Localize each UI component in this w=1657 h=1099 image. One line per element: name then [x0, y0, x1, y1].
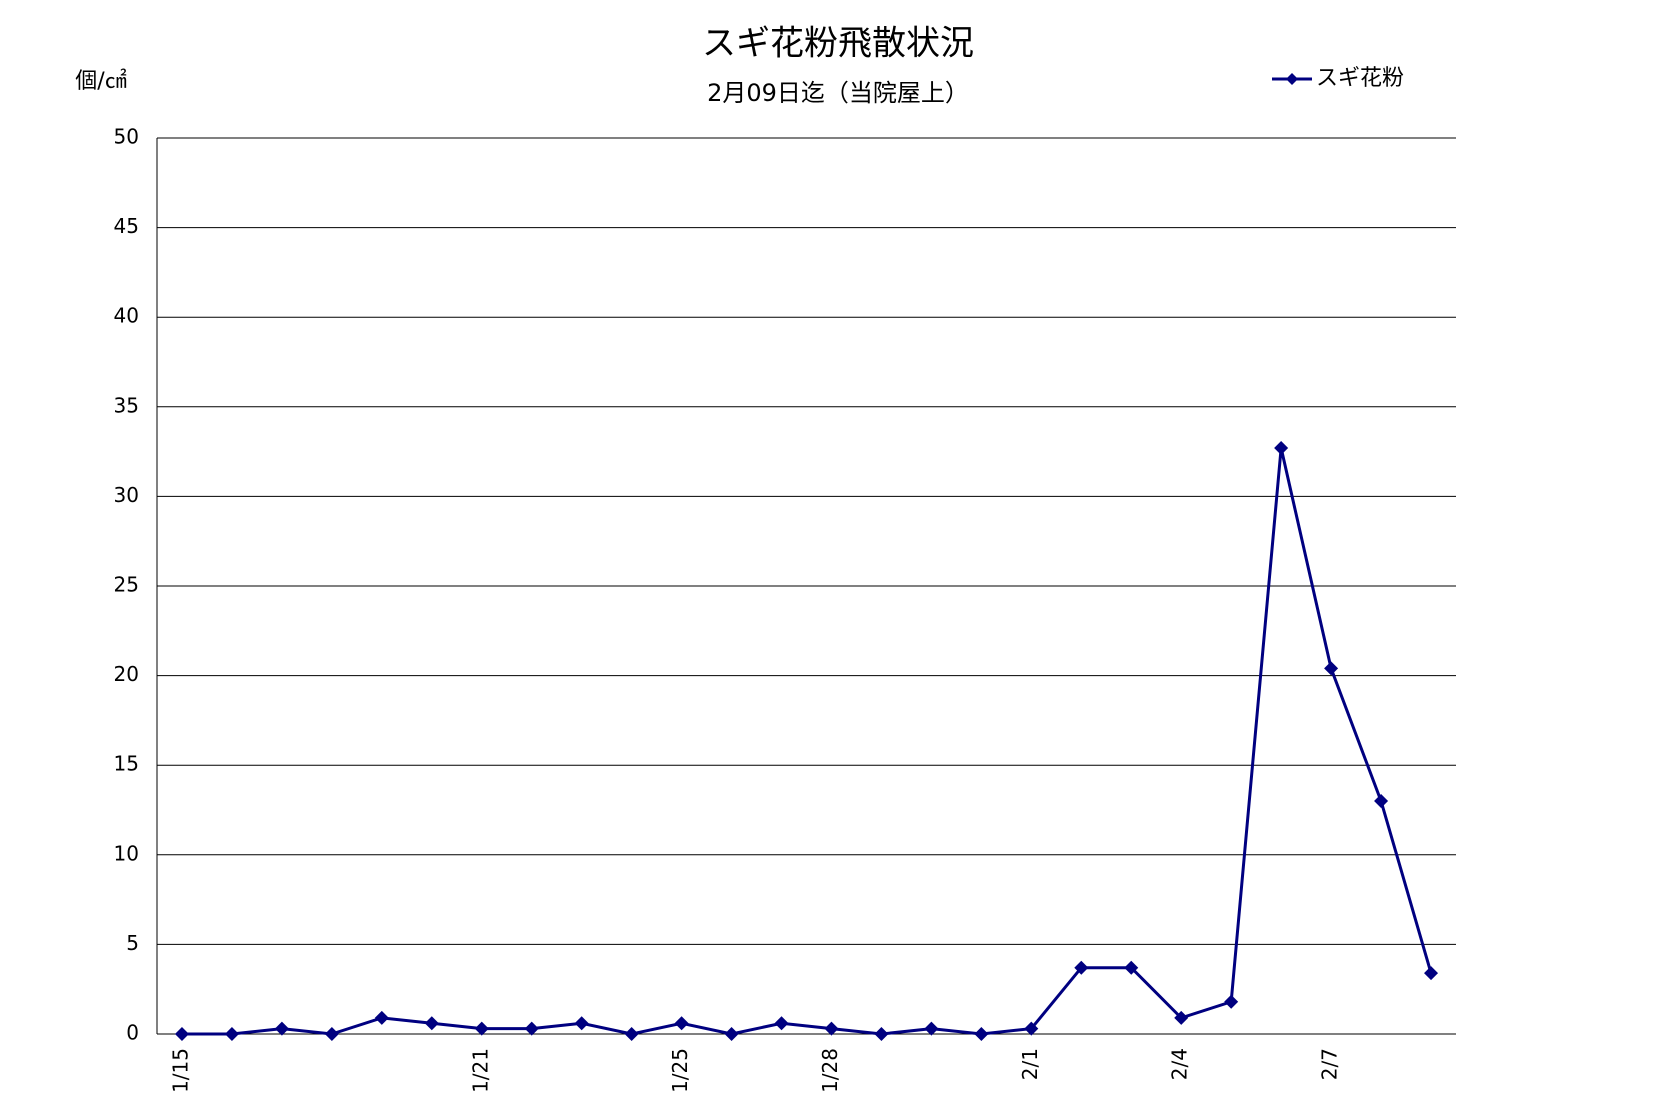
data-marker: [374, 1010, 389, 1025]
y-tick-label: 50: [114, 125, 139, 149]
data-marker: [524, 1021, 539, 1036]
x-tick-label: 1/25: [668, 1048, 692, 1093]
legend-label: スギ花粉: [1316, 66, 1404, 91]
data-marker: [1024, 1021, 1039, 1036]
y-tick-label: 25: [114, 573, 139, 597]
data-marker: [1174, 1010, 1189, 1025]
data-marker: [674, 1016, 689, 1031]
x-tick-label: 1/15: [168, 1048, 192, 1093]
x-tick-label: 1/28: [818, 1048, 842, 1093]
y-tick-label: 5: [126, 931, 139, 955]
x-tick-label: 1/21: [468, 1048, 492, 1093]
data-marker: [574, 1016, 589, 1031]
data-marker: [1074, 960, 1089, 975]
data-marker: [224, 1027, 239, 1041]
y-tick-label: 45: [114, 214, 139, 238]
data-marker: [774, 1016, 789, 1031]
y-axis-label: 個/㎠: [75, 68, 126, 94]
x-tick-label: 2/4: [1168, 1048, 1192, 1080]
data-marker: [724, 1027, 739, 1041]
data-marker: [1324, 661, 1339, 676]
data-line: [181, 447, 1433, 1036]
data-marker: [474, 1021, 489, 1036]
data-marker: [1424, 966, 1439, 981]
data-marker: [1124, 960, 1139, 975]
data-marker: [1224, 994, 1239, 1009]
data-marker: [424, 1016, 439, 1031]
y-tick-label: 30: [114, 483, 139, 507]
data-marker: [324, 1027, 339, 1041]
y-tick-label: 15: [114, 752, 139, 776]
y-tick-label: 35: [114, 393, 139, 417]
data-marker: [274, 1021, 289, 1036]
y-tick-label: 20: [114, 662, 139, 686]
data-marker: [1274, 441, 1289, 456]
data-marker: [924, 1021, 939, 1036]
chart-subtitle: 2月09日迄（当院屋上）: [707, 79, 969, 107]
y-tick-label: 10: [114, 841, 139, 865]
y-tick-label: 40: [114, 304, 139, 328]
x-tick-label: 2/1: [1018, 1048, 1042, 1080]
data-marker: [174, 1027, 189, 1041]
data-marker: [974, 1027, 989, 1041]
data-marker: [824, 1021, 839, 1036]
data-marker: [1374, 794, 1389, 809]
y-tick-label: 0: [126, 1021, 139, 1045]
chart-title: スギ花粉飛散状況: [702, 24, 974, 64]
data-marker: [874, 1027, 889, 1041]
legend-marker: [1286, 73, 1298, 85]
x-tick-label: 2/7: [1318, 1048, 1342, 1080]
data-marker: [624, 1027, 639, 1041]
